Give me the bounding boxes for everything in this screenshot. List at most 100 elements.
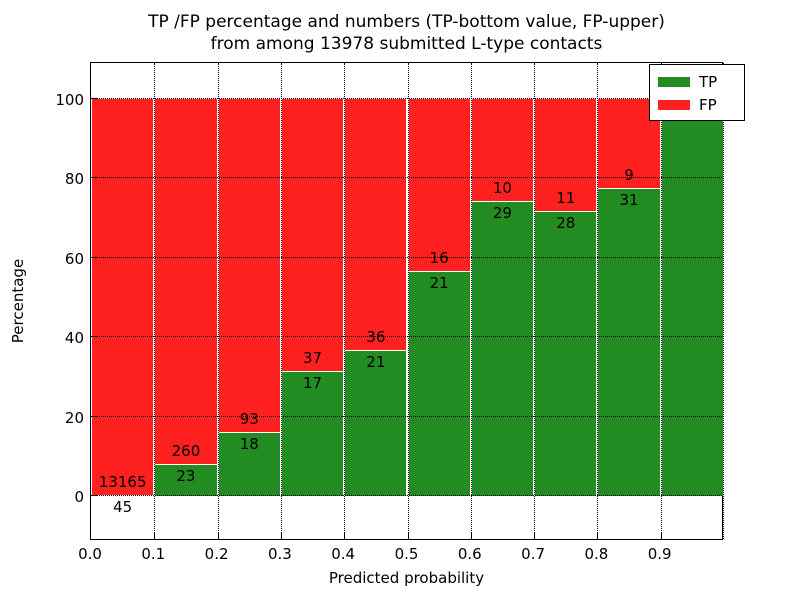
fp-bar-segment [471, 99, 534, 201]
x-tick-label: 0.8 [584, 545, 609, 563]
x-tick-label: 0.0 [78, 545, 102, 563]
fp-count-label: 93 [239, 409, 259, 428]
tp-bar-segment [345, 349, 407, 496]
y-tick-mark [91, 256, 97, 258]
tp-bar-segment [218, 431, 280, 496]
tp-bar-segment [281, 371, 344, 496]
x-tick-mark [217, 533, 219, 539]
fp-swatch-icon [658, 99, 690, 110]
horizontal-gridline [91, 415, 722, 417]
tp-count-label: 31 [619, 191, 639, 210]
vertical-gridline [344, 63, 346, 539]
bar-column [344, 63, 408, 539]
bar-column [217, 63, 281, 539]
tp-count-label: 21 [366, 352, 386, 371]
x-tick-label: 0.1 [141, 545, 166, 563]
fp-bar-segment [535, 99, 597, 211]
tp-count-label: 28 [556, 214, 576, 232]
legend-label: TP [699, 72, 718, 91]
x-tick-mark [470, 533, 472, 539]
x-tick-label: 0.3 [267, 545, 292, 563]
y-tick-mark [91, 495, 97, 496]
x-tick-mark [154, 533, 156, 539]
x-tick-mark [344, 533, 346, 539]
fp-count-label: 37 [303, 349, 323, 368]
horizontal-gridline [91, 256, 722, 258]
vertical-gridline [407, 63, 409, 539]
fp-count-label: 13165 [98, 472, 147, 491]
tp-swatch-icon [658, 76, 690, 87]
y-tick-label: 80 [64, 170, 84, 189]
x-tick-label: 0.2 [204, 545, 229, 563]
horizontal-gridline [91, 98, 722, 99]
plot-area: 1316545260239318371736211621102911289311… [90, 62, 724, 540]
vertical-gridline [280, 63, 282, 539]
legend-item-tp: TP [658, 72, 736, 91]
legend-label: FP [699, 95, 717, 114]
y-tick-mark [91, 415, 97, 417]
fp-bar-segment [281, 99, 344, 372]
bar-column [470, 63, 535, 539]
tp-bar-segment [408, 270, 470, 496]
y-tick-label: 40 [64, 329, 84, 348]
x-tick-label: 0.5 [394, 545, 419, 563]
vertical-gridline [597, 63, 599, 539]
x-tick-mark [280, 533, 282, 539]
y-axis-label: Percentage [9, 258, 27, 344]
x-tick-label: 0.6 [457, 545, 482, 563]
vertical-gridline [217, 63, 219, 539]
bar-column [407, 63, 471, 539]
chart-title: TP /FP percentage and numbers (TP-bottom… [90, 11, 723, 55]
fp-bar-segment [218, 99, 280, 432]
tp-count-label: 23 [176, 466, 196, 485]
tp-count-label: 18 [239, 434, 259, 453]
vertical-gridline [534, 63, 536, 539]
horizontal-gridline [91, 177, 722, 179]
fp-bar-segment [155, 99, 217, 464]
x-tick-mark [597, 533, 599, 539]
legend-item-fp: FP [658, 95, 736, 114]
fp-count-label: 10 [492, 178, 512, 197]
vertical-gridline [154, 63, 156, 539]
y-tick-label: 0 [74, 488, 84, 506]
tp-bar-segment [155, 463, 217, 496]
tp-bar-segment [598, 188, 660, 496]
fp-bar-segment [92, 99, 154, 495]
vertical-gridline [470, 63, 472, 539]
bar-column [534, 63, 598, 539]
vertical-gridline [723, 63, 724, 539]
horizontal-gridline [91, 495, 722, 496]
x-tick-label: 0.7 [521, 545, 546, 563]
tp-count-label: 17 [303, 374, 323, 393]
fp-count-label: 260 [171, 441, 201, 460]
horizontal-gridline [91, 336, 722, 338]
chart-title-line2: from among 13978 submitted L-type contac… [210, 34, 603, 54]
x-tick-mark [407, 533, 409, 539]
x-axis-label: Predicted probability [328, 569, 485, 587]
legend: TP FP [649, 64, 745, 121]
fp-count-label: 36 [366, 327, 386, 346]
tp-bar-segment [471, 200, 534, 496]
bar-column [91, 63, 155, 539]
tp-count-label: 21 [429, 273, 449, 292]
tp-bar-segment [661, 102, 723, 496]
bar-column [660, 63, 724, 539]
fp-count-label: 11 [556, 189, 576, 207]
fp-bar-segment [345, 99, 407, 350]
tp-count-label: 45 [113, 497, 133, 516]
y-tick-mark [91, 336, 97, 338]
bar-column [597, 63, 661, 539]
tp-count-label: 29 [492, 203, 512, 222]
fp-count-label: 16 [429, 248, 449, 267]
y-tick-label: 100 [55, 91, 84, 109]
x-tick-label: 0.4 [331, 545, 356, 563]
fp-count-label: 9 [624, 166, 634, 185]
tp-bar-segment [535, 211, 597, 496]
bar-column [280, 63, 345, 539]
x-tick-mark [534, 533, 536, 539]
x-tick-label: 0.9 [647, 545, 672, 563]
fp-bar-segment [408, 99, 470, 271]
chart-title-line1: TP /FP percentage and numbers (TP-bottom… [148, 12, 665, 32]
y-tick-mark [91, 98, 97, 99]
